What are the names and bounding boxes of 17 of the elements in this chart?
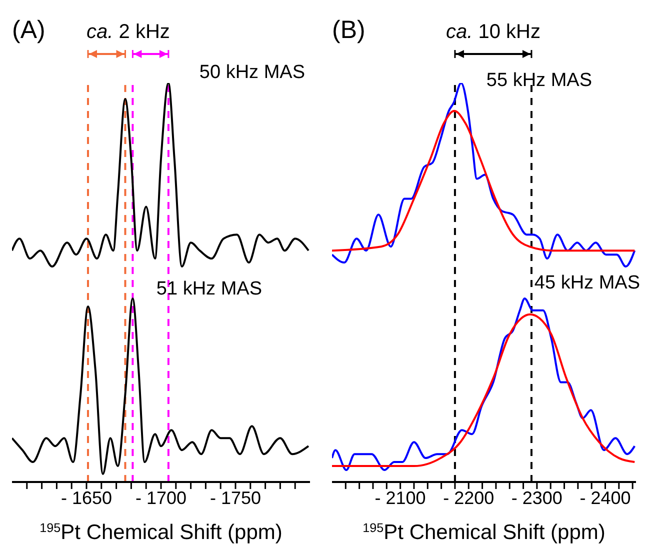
series-label: 51 kHz MAS xyxy=(156,278,262,300)
x-axis-title: $^{195}$Pt Chemical Shift (ppm) xyxy=(40,521,282,544)
text: ca. 2 kHz xyxy=(86,21,170,43)
chart-title: (B) xyxy=(332,16,366,44)
chart-title: (A) xyxy=(12,16,46,44)
x-tick-label: - 2200 xyxy=(443,488,494,508)
x-tick-label: - 1750 xyxy=(210,488,262,508)
text: ca. 10 kHz xyxy=(446,21,540,43)
x-tick-label: - 2300 xyxy=(511,488,562,508)
x-tick-label: - 2100 xyxy=(374,488,426,508)
x-tick-label: - 1700 xyxy=(135,488,187,508)
x-tick-label: - 1650 xyxy=(60,488,112,508)
x-tick-label: - 2400 xyxy=(580,488,631,508)
x-axis-title: $^{195}$Pt Chemical Shift (ppm) xyxy=(362,521,606,544)
series-label: 55 kHz MAS xyxy=(486,70,592,91)
series-label: 50 kHz MAS xyxy=(199,62,305,83)
series-label: 45 kHz MAS xyxy=(534,272,640,294)
